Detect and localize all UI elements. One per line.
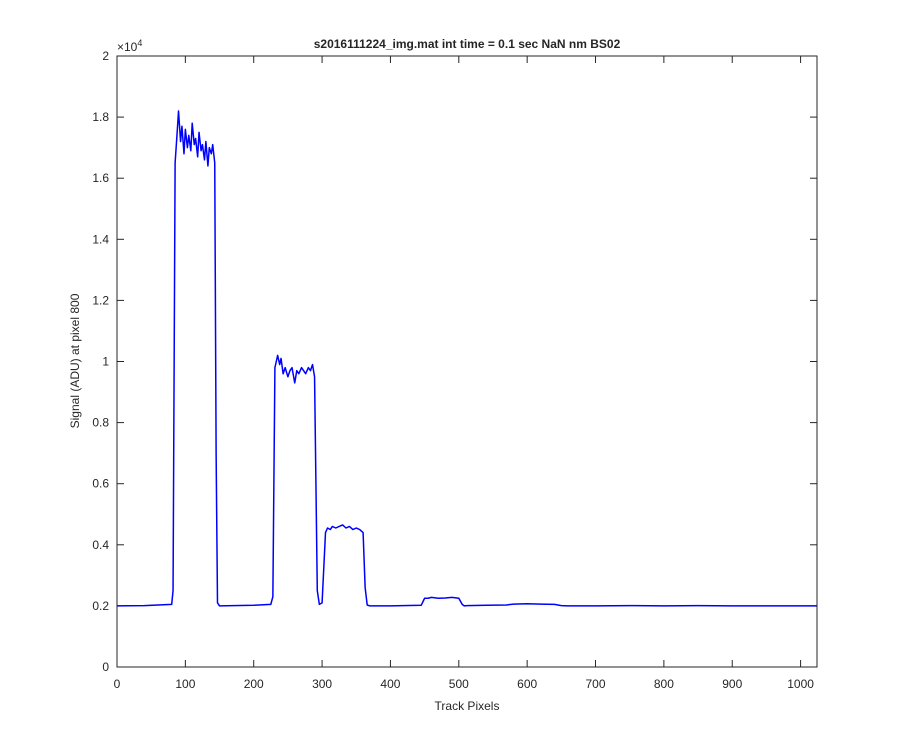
- x-tick-label: 200: [244, 677, 264, 691]
- y-axis-label: Signal (ADU) at pixel 800: [68, 293, 82, 428]
- y-tick-label: 2: [102, 49, 109, 63]
- y-tick-label: 1.4: [92, 232, 109, 246]
- y-tick-label: 0.4: [92, 538, 109, 552]
- x-tick-label: 400: [380, 677, 400, 691]
- y-exponent-base: ×10: [117, 40, 138, 54]
- chart-title: s2016111224_img.mat int time = 0.1 sec N…: [314, 37, 621, 51]
- x-tick-label: 800: [654, 677, 674, 691]
- y-tick-label: 0.2: [92, 599, 109, 613]
- x-tick-label: 900: [722, 677, 742, 691]
- x-tick-label: 600: [517, 677, 537, 691]
- y-exponent-label: ×104: [117, 38, 142, 54]
- y-tick-label: 0: [102, 660, 109, 674]
- y-tick-label: 0.6: [92, 477, 109, 491]
- x-tick-label: 1000: [787, 677, 814, 691]
- signal-series-line: [116, 110, 817, 607]
- y-tick-label: 1.6: [92, 171, 109, 185]
- x-tick-label: 300: [312, 677, 332, 691]
- plot-area: [117, 56, 817, 667]
- y-exponent-power: 4: [137, 38, 142, 48]
- y-tick-label: 1: [102, 355, 109, 369]
- y-tick-label: 1.2: [92, 293, 109, 307]
- y-tick-label: 1.8: [92, 110, 109, 124]
- x-tick-label: 500: [449, 677, 469, 691]
- x-tick-label: 0: [114, 677, 121, 691]
- x-axis-ticks: 0 100 200 300 400 500 600 700 800 900 1000: [114, 56, 814, 691]
- x-tick-label: 700: [586, 677, 606, 691]
- x-axis-label: Track Pixels: [435, 699, 500, 713]
- axes-box: [116, 55, 818, 668]
- y-tick-label: 0.8: [92, 416, 109, 430]
- x-tick-label: 100: [175, 677, 195, 691]
